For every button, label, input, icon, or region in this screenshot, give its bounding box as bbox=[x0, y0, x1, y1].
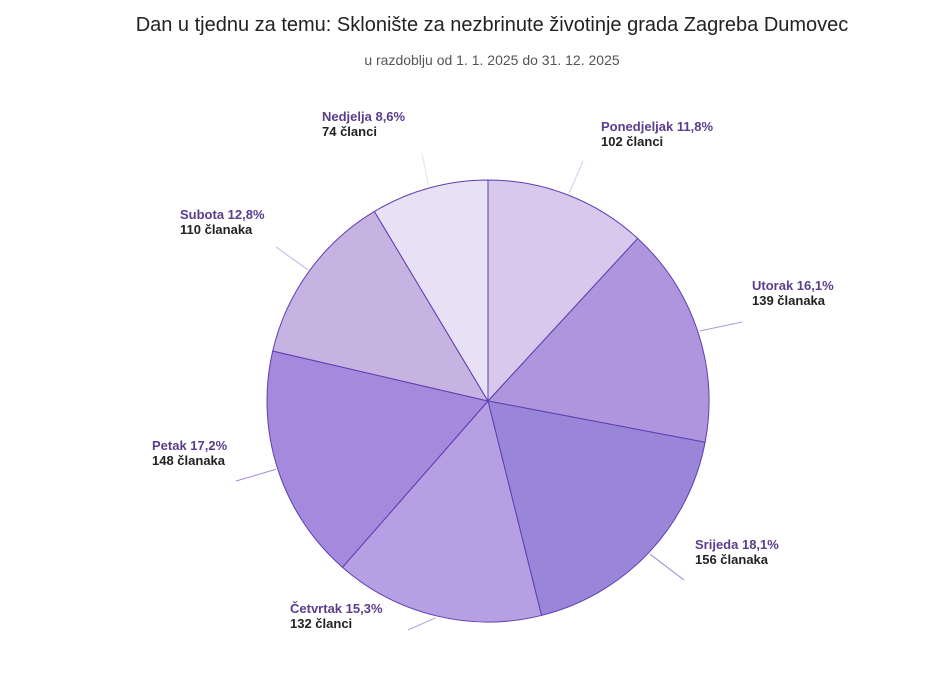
pie-slice-nedjelja[interactable] bbox=[373, 179, 489, 402]
leader-line bbox=[235, 468, 276, 482]
pie-slice-utorak[interactable] bbox=[487, 237, 710, 443]
slice-label-count: 74 članci bbox=[322, 124, 377, 139]
pie-slices bbox=[266, 179, 710, 623]
label-leader-lines bbox=[235, 152, 743, 631]
leader-line bbox=[407, 617, 436, 631]
slice-label-count: 110 članaka bbox=[180, 222, 253, 237]
pie-slice-srijeda[interactable] bbox=[487, 400, 706, 616]
pie-slice-ponedjeljak[interactable] bbox=[487, 179, 639, 402]
slice-label-count: 132 članci bbox=[290, 616, 352, 631]
slice-label-title: Utorak 16,1% bbox=[752, 278, 834, 293]
pie-slice-subota[interactable] bbox=[272, 210, 489, 402]
slice-label-title: Srijeda 18,1% bbox=[695, 537, 779, 552]
slice-label-title: Nedjelja 8,6% bbox=[322, 109, 406, 124]
leader-line bbox=[649, 553, 685, 581]
leader-line bbox=[275, 246, 308, 271]
chart-title: Dan u tjednu za temu: Sklonište za nezbr… bbox=[135, 14, 849, 36]
chart-subtitle: u razdoblju od 1. 1. 2025 do 31. 12. 202… bbox=[364, 52, 620, 68]
pie-slice--etvrtak[interactable] bbox=[341, 400, 542, 623]
slice-label-title: Petak 17,2% bbox=[152, 438, 228, 453]
slice-label-title: Ponedjeljak 11,8% bbox=[601, 119, 713, 134]
slice-label-count: 139 članaka bbox=[752, 293, 826, 308]
slice-label-count: 156 članaka bbox=[695, 552, 769, 567]
leader-line bbox=[699, 321, 743, 332]
slice-label-count: 102 članci bbox=[601, 134, 663, 149]
leader-line bbox=[421, 152, 429, 187]
leader-line bbox=[568, 160, 584, 194]
slice-label-count: 148 članaka bbox=[152, 453, 226, 468]
slice-label-title: Subota 12,8% bbox=[180, 207, 265, 222]
slice-label-title: Četvrtak 15,3% bbox=[290, 601, 383, 616]
pie-slice-petak[interactable] bbox=[266, 350, 489, 568]
